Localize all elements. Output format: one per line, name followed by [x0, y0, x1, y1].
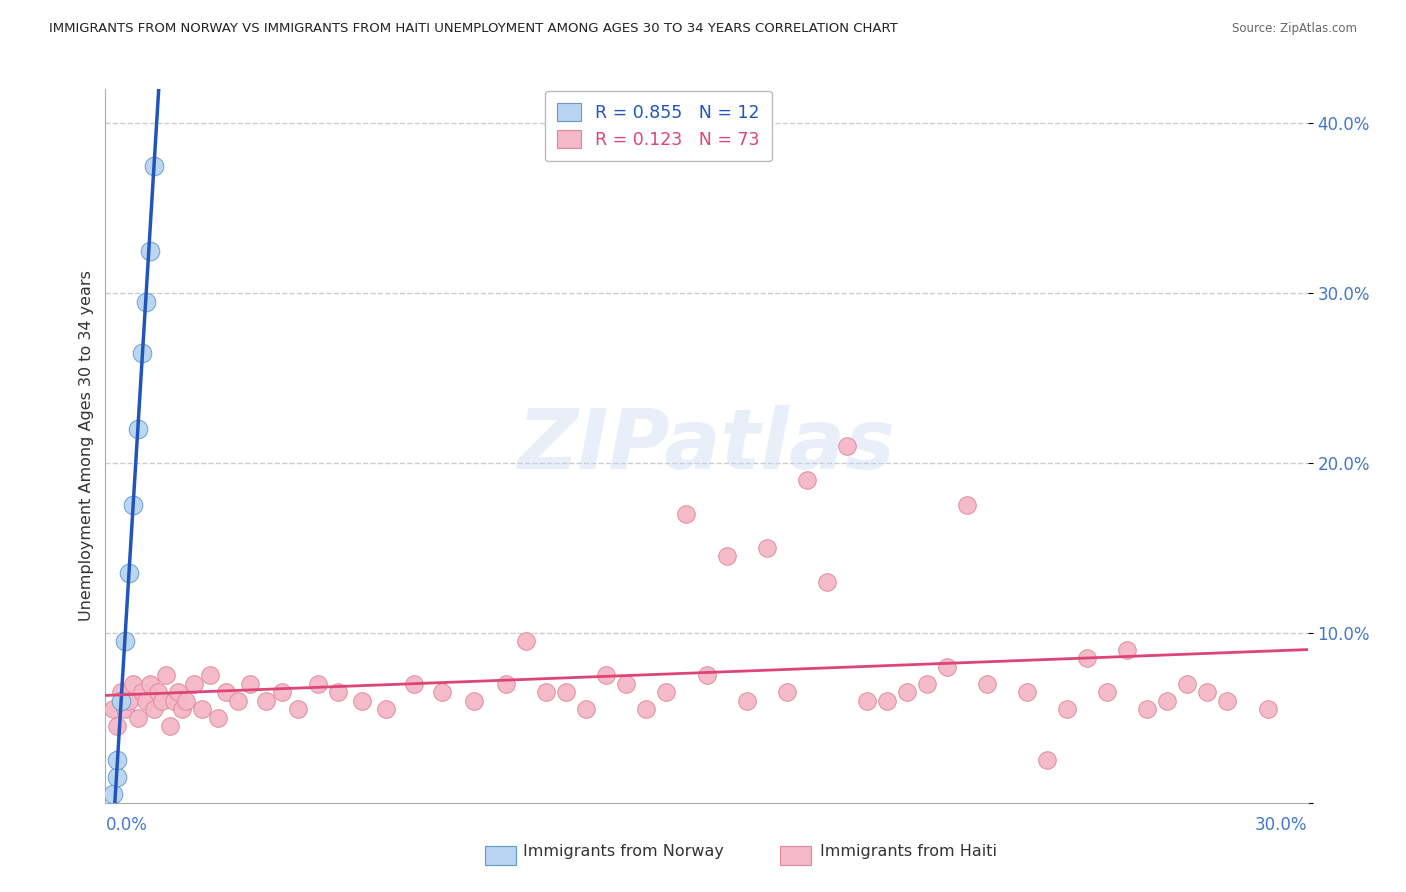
Point [103, 702, 125, 716]
Point [735, 694, 758, 708]
Point [138, 244, 160, 258]
Point [107, 753, 129, 767]
Point [207, 711, 229, 725]
Point [1036, 753, 1059, 767]
Point [776, 685, 799, 699]
Point [142, 159, 165, 173]
Point [131, 345, 153, 359]
Point [636, 702, 658, 716]
Point [976, 677, 998, 691]
Point [118, 566, 141, 581]
Point [114, 702, 136, 716]
Point [616, 677, 638, 691]
Point [555, 685, 578, 699]
Point [326, 685, 349, 699]
Point [855, 694, 877, 708]
Point [110, 694, 132, 708]
Point [155, 668, 177, 682]
Point [287, 702, 309, 716]
Point [1097, 685, 1119, 699]
Point [815, 574, 838, 589]
Point [198, 668, 221, 682]
Point [107, 770, 129, 784]
Point [936, 660, 959, 674]
Point [534, 685, 557, 699]
Point [1136, 702, 1159, 716]
Text: ZIPatlas: ZIPatlas [517, 406, 896, 486]
Point [214, 685, 236, 699]
Point [107, 719, 129, 733]
Point [307, 677, 329, 691]
Y-axis label: Unemployment Among Ages 30 to 34 years: Unemployment Among Ages 30 to 34 years [79, 270, 94, 622]
Text: IMMIGRANTS FROM NORWAY VS IMMIGRANTS FROM HAITI UNEMPLOYMENT AMONG AGES 30 TO 34: IMMIGRANTS FROM NORWAY VS IMMIGRANTS FRO… [49, 22, 898, 36]
Point [350, 694, 373, 708]
Point [1156, 694, 1178, 708]
Point [495, 677, 517, 691]
Point [118, 694, 141, 708]
Point [127, 711, 149, 725]
Point [131, 685, 153, 699]
Point [1257, 702, 1279, 716]
Point [162, 694, 184, 708]
Legend: R = 0.855   N = 12, R = 0.123   N = 73: R = 0.855 N = 12, R = 0.123 N = 73 [546, 91, 772, 161]
Point [183, 677, 205, 691]
Point [254, 694, 277, 708]
Point [1177, 677, 1199, 691]
Point [270, 685, 292, 699]
Point [110, 685, 132, 699]
Point [146, 685, 169, 699]
Point [515, 634, 537, 648]
Point [575, 702, 598, 716]
Point [696, 668, 718, 682]
Point [103, 787, 125, 801]
Point [374, 702, 398, 716]
Point [1216, 694, 1239, 708]
Point [138, 677, 160, 691]
Point [402, 677, 425, 691]
Point [876, 694, 898, 708]
Point [226, 694, 249, 708]
Point [114, 634, 136, 648]
Point [127, 422, 149, 436]
Text: Immigrants from Haiti: Immigrants from Haiti [820, 845, 997, 859]
Point [716, 549, 738, 564]
Text: Immigrants from Norway: Immigrants from Norway [523, 845, 724, 859]
Point [174, 694, 197, 708]
Point [1056, 702, 1078, 716]
Point [150, 694, 173, 708]
Point [915, 677, 938, 691]
Point [1076, 651, 1098, 665]
Point [956, 499, 979, 513]
Point [1017, 685, 1039, 699]
Point [1116, 643, 1139, 657]
Point [1197, 685, 1219, 699]
Point [142, 702, 165, 716]
Point [430, 685, 453, 699]
Point [135, 294, 157, 309]
Text: 0.0%: 0.0% [105, 816, 148, 834]
Point [135, 694, 157, 708]
Text: Source: ZipAtlas.com: Source: ZipAtlas.com [1232, 22, 1357, 36]
Point [595, 668, 617, 682]
Point [655, 685, 678, 699]
Point [159, 719, 181, 733]
Point [463, 694, 485, 708]
Point [675, 507, 697, 521]
Point [170, 702, 193, 716]
Point [796, 473, 818, 487]
Point [835, 439, 858, 453]
Text: 30.0%: 30.0% [1256, 816, 1308, 834]
Point [122, 677, 145, 691]
Point [755, 541, 778, 555]
Point [122, 499, 145, 513]
Point [239, 677, 262, 691]
Point [896, 685, 918, 699]
Point [190, 702, 212, 716]
Point [166, 685, 188, 699]
